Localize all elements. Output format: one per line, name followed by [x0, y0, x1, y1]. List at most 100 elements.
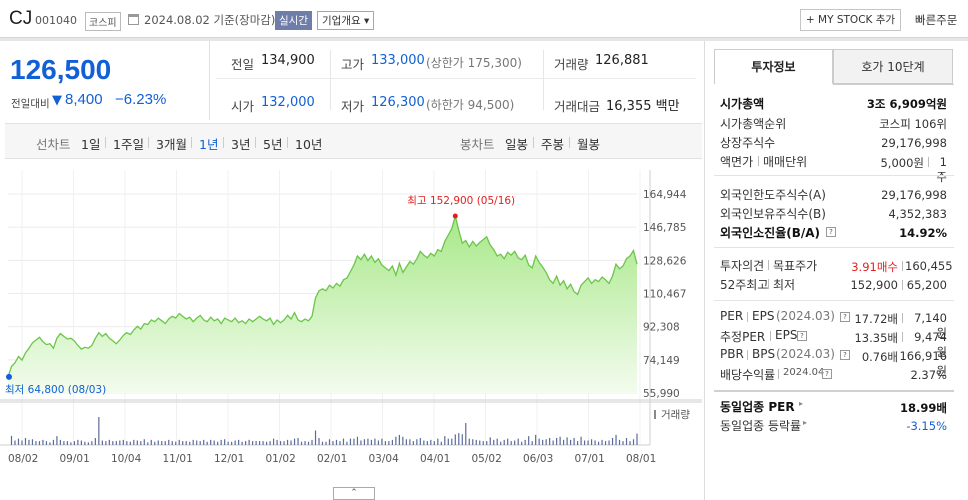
est-eps-value: 9,474원 — [914, 330, 947, 359]
volume-bar — [24, 438, 27, 445]
value-separator — [902, 313, 903, 323]
week52-low-label: 최저 — [773, 278, 796, 292]
bps-label: BPS — [752, 347, 776, 361]
volume-bar — [14, 440, 16, 445]
volume-bar — [122, 439, 124, 445]
info-icon[interactable]: ? — [840, 350, 850, 360]
volume-bar — [419, 438, 421, 445]
volume-bar — [618, 439, 621, 445]
volume-bar — [580, 436, 582, 445]
info-icon[interactable]: ? — [822, 369, 832, 379]
tab-daily-candle[interactable]: 일봉 — [505, 137, 529, 152]
info-icon[interactable]: ? — [797, 331, 807, 341]
sector-per-label[interactable]: 동일업종 PER — [720, 400, 795, 414]
realtime-button[interactable]: 실시간 — [275, 11, 312, 30]
volume-bar — [615, 434, 617, 445]
label-separator — [747, 312, 748, 322]
per-label: PER — [720, 309, 744, 323]
x-tick-label: 07/01 — [575, 453, 605, 465]
sector-rate-label[interactable]: 동일업종 등락률 — [720, 419, 802, 433]
price-chart[interactable]: 164,944 146,785 128,626 110,467 92,308 74,149… — [0, 160, 702, 500]
volume-bar — [458, 433, 460, 445]
info-icon[interactable]: ? — [826, 227, 836, 237]
volume-bar — [433, 441, 435, 445]
tab-weekly-candle[interactable]: 주봉 — [541, 137, 565, 152]
tab-10year[interactable]: 10년 — [295, 137, 323, 152]
stat-row-divider — [216, 78, 696, 79]
trade-unit-label: 매매단위 — [763, 155, 808, 169]
volume-bar — [531, 441, 533, 445]
volume-bar — [21, 440, 23, 445]
volume-bar — [573, 438, 575, 445]
stat-divider — [543, 50, 544, 110]
market-cap-rank-label: 시가총액순위 — [720, 117, 787, 131]
volume-bar — [335, 439, 338, 445]
volume-legend-mark — [654, 410, 656, 419]
quick-order-link[interactable]: 빠른주문 — [915, 13, 958, 27]
tab-3year[interactable]: 3년 — [231, 137, 251, 152]
volume-bar — [426, 441, 428, 445]
volume-bar — [119, 440, 121, 445]
collapse-button[interactable]: ⌃ — [333, 487, 375, 500]
tab-separator — [191, 137, 192, 148]
volume-bar — [503, 439, 505, 445]
company-overview-button[interactable]: 기업개요 ▾ — [317, 11, 375, 30]
stock-name: CJ — [9, 8, 33, 29]
volume-bar — [374, 438, 376, 445]
volume-bar — [140, 441, 142, 445]
x-tick-label: 09/01 — [60, 453, 90, 465]
pbr-label: PBR — [720, 347, 744, 361]
chevron-right-icon: ▸ — [803, 418, 808, 427]
value-separator — [902, 261, 903, 271]
volume-bar — [486, 441, 488, 445]
info-icon[interactable]: ? — [840, 312, 850, 322]
dividend-period: 2024.04 — [783, 367, 825, 378]
market-cap-rank-value: 코스피 106위 — [879, 117, 947, 131]
volume-bar — [384, 441, 386, 445]
tab-invest-info[interactable]: 투자정보 — [714, 49, 833, 84]
volume-bar — [377, 440, 380, 445]
tab-5year[interactable]: 5년 — [263, 137, 283, 152]
volume-bar — [63, 441, 65, 445]
volume-bar — [143, 439, 145, 445]
volume-bar — [559, 436, 561, 445]
tab-1day[interactable]: 1일 — [81, 137, 101, 152]
tab-monthly-candle[interactable]: 월봉 — [577, 137, 601, 152]
value-separator — [928, 157, 929, 167]
volume-bar — [549, 438, 551, 445]
volume-bar — [514, 440, 516, 445]
tab-3month[interactable]: 3개월 — [156, 137, 187, 152]
volume-bar — [472, 439, 474, 445]
value-separator — [902, 280, 903, 290]
listed-shares-label: 상장주식수 — [720, 136, 776, 150]
volume-bar — [126, 441, 128, 445]
volume-bar — [105, 441, 107, 445]
low-value: 126,300 — [371, 95, 425, 110]
volume-bar — [552, 440, 554, 445]
volume-bar — [437, 438, 439, 445]
label-separator — [758, 156, 759, 166]
volume-bar — [269, 441, 271, 445]
tab-1year[interactable]: 1년 — [199, 137, 219, 152]
tab-order-book[interactable]: 호가 10단계 — [833, 49, 953, 84]
volume-bar — [213, 440, 215, 445]
volume-bar — [604, 441, 607, 445]
volume-bar — [510, 441, 512, 445]
volume-bar — [84, 441, 86, 445]
add-my-stock-button[interactable]: + MY STOCK 추가 — [800, 9, 901, 31]
listed-shares-value: 29,176,998 — [881, 136, 947, 150]
volume-bar — [465, 423, 467, 445]
dividend-label: 배당수익률 — [720, 368, 776, 382]
invest-info-panel — [704, 41, 968, 500]
volume-bar — [629, 441, 631, 445]
header-bar — [0, 0, 968, 38]
volume-bar — [59, 439, 62, 445]
tab-1week[interactable]: 1주일 — [113, 137, 144, 152]
volume-bar — [56, 436, 58, 445]
volume-bar — [185, 441, 187, 445]
y-tick-label: 55,990 — [643, 388, 680, 400]
est-eps-label: EPS — [775, 328, 798, 342]
volume-bar — [367, 438, 369, 445]
price-area — [8, 216, 637, 393]
min-point — [6, 373, 12, 380]
